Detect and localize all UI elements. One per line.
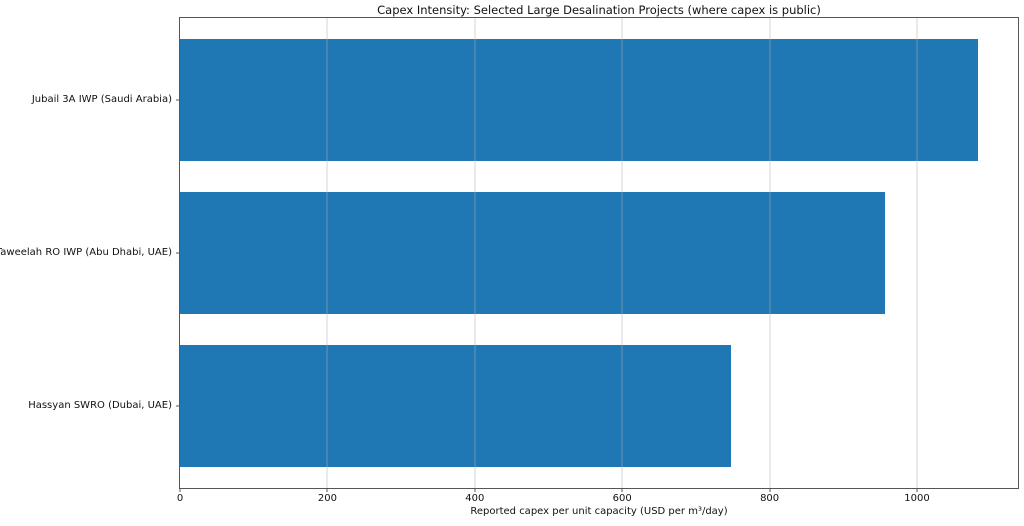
x-tick-mark <box>916 488 918 492</box>
x-tick-mark <box>769 488 771 492</box>
y-tick-mark <box>176 252 180 254</box>
grid-line <box>621 18 623 488</box>
y-tick-label: Hassyan SWRO (Dubai, UAE) <box>28 399 172 411</box>
grid-line <box>326 18 328 488</box>
x-tick-mark <box>326 488 328 492</box>
y-tick-mark <box>176 405 180 407</box>
bar-0 <box>180 39 979 162</box>
y-tick-label: Jubail 3A IWP (Saudi Arabia) <box>31 94 172 106</box>
x-axis-label: Reported capex per unit capacity (USD pe… <box>470 506 728 517</box>
grid-line <box>916 18 918 488</box>
bar-2 <box>180 344 732 467</box>
grid-line <box>769 18 771 488</box>
x-tick-label: 200 <box>317 493 337 504</box>
y-tick-mark <box>176 99 180 101</box>
x-tick-mark <box>621 488 623 492</box>
y-tick-label: Taweelah RO IWP (Abu Dhabi, UAE) <box>0 247 172 258</box>
x-tick-label: 800 <box>760 493 780 504</box>
chart-title: Capex Intensity: Selected Large Desalina… <box>377 3 821 17</box>
bar-1 <box>180 191 886 315</box>
x-tick-label: 0 <box>176 493 184 504</box>
x-tick-mark <box>474 488 476 492</box>
grid-line <box>474 18 476 488</box>
x-tick-label: 600 <box>612 493 632 504</box>
plot-area: Jubail 3A IWP (Saudi Arabia) Taweelah RO … <box>0 17 1019 504</box>
x-tick-label: 1000 <box>904 493 930 504</box>
x-tick-label: 400 <box>465 493 485 504</box>
x-tick-mark <box>179 488 181 492</box>
